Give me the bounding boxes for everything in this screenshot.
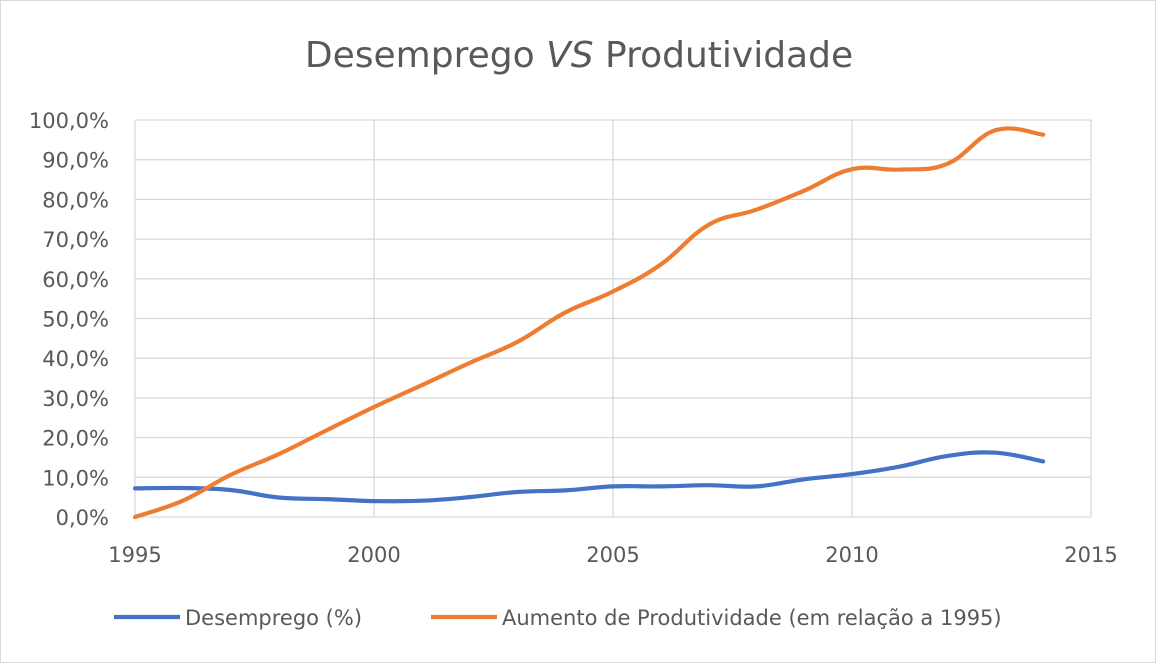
x-tick-label: 1995 bbox=[108, 543, 161, 567]
y-tick-label: 30,0% bbox=[42, 387, 109, 411]
y-tick-label: 20,0% bbox=[42, 427, 109, 451]
y-tick-label: 50,0% bbox=[42, 308, 109, 332]
chart-title-prefix: Desemprego bbox=[305, 35, 546, 76]
series-line-1 bbox=[132, 450, 1046, 504]
series-line-2 bbox=[132, 126, 1046, 520]
gridlines bbox=[134, 119, 1092, 518]
y-tick-label: 10,0% bbox=[42, 466, 109, 490]
legend-label: Desemprego (%) bbox=[185, 606, 362, 630]
y-tick-label: 40,0% bbox=[42, 347, 109, 371]
legend-label: Aumento de Produtividade (em relação a 1… bbox=[502, 606, 1002, 630]
legend: Desemprego (%) Aumento de Produtividade (… bbox=[114, 606, 1002, 630]
y-tick-label: 60,0% bbox=[42, 268, 109, 292]
x-tick-label: 2000 bbox=[347, 543, 400, 567]
x-tick-label: 2010 bbox=[825, 543, 878, 567]
y-tick-label: 70,0% bbox=[42, 228, 109, 252]
y-tick-label: 80,0% bbox=[42, 188, 109, 212]
chart-title-italic: VS bbox=[546, 35, 593, 76]
x-tick-label: 2005 bbox=[586, 543, 639, 567]
chart-title: Desemprego VS Produtividade bbox=[305, 35, 853, 76]
y-tick-label: 100,0% bbox=[29, 109, 109, 133]
y-tick-label: 0,0% bbox=[56, 506, 109, 530]
x-tick-label: 2015 bbox=[1064, 543, 1117, 567]
y-tick-label: 90,0% bbox=[42, 149, 109, 173]
series-lines bbox=[132, 126, 1046, 520]
axis-labels: 0,0% 10,0% 20,0% 30,0% 40,0% 50,0% 60,0% 70,0% 8… bbox=[29, 109, 1118, 567]
chart-title-suffix: Produtividade bbox=[594, 35, 854, 76]
